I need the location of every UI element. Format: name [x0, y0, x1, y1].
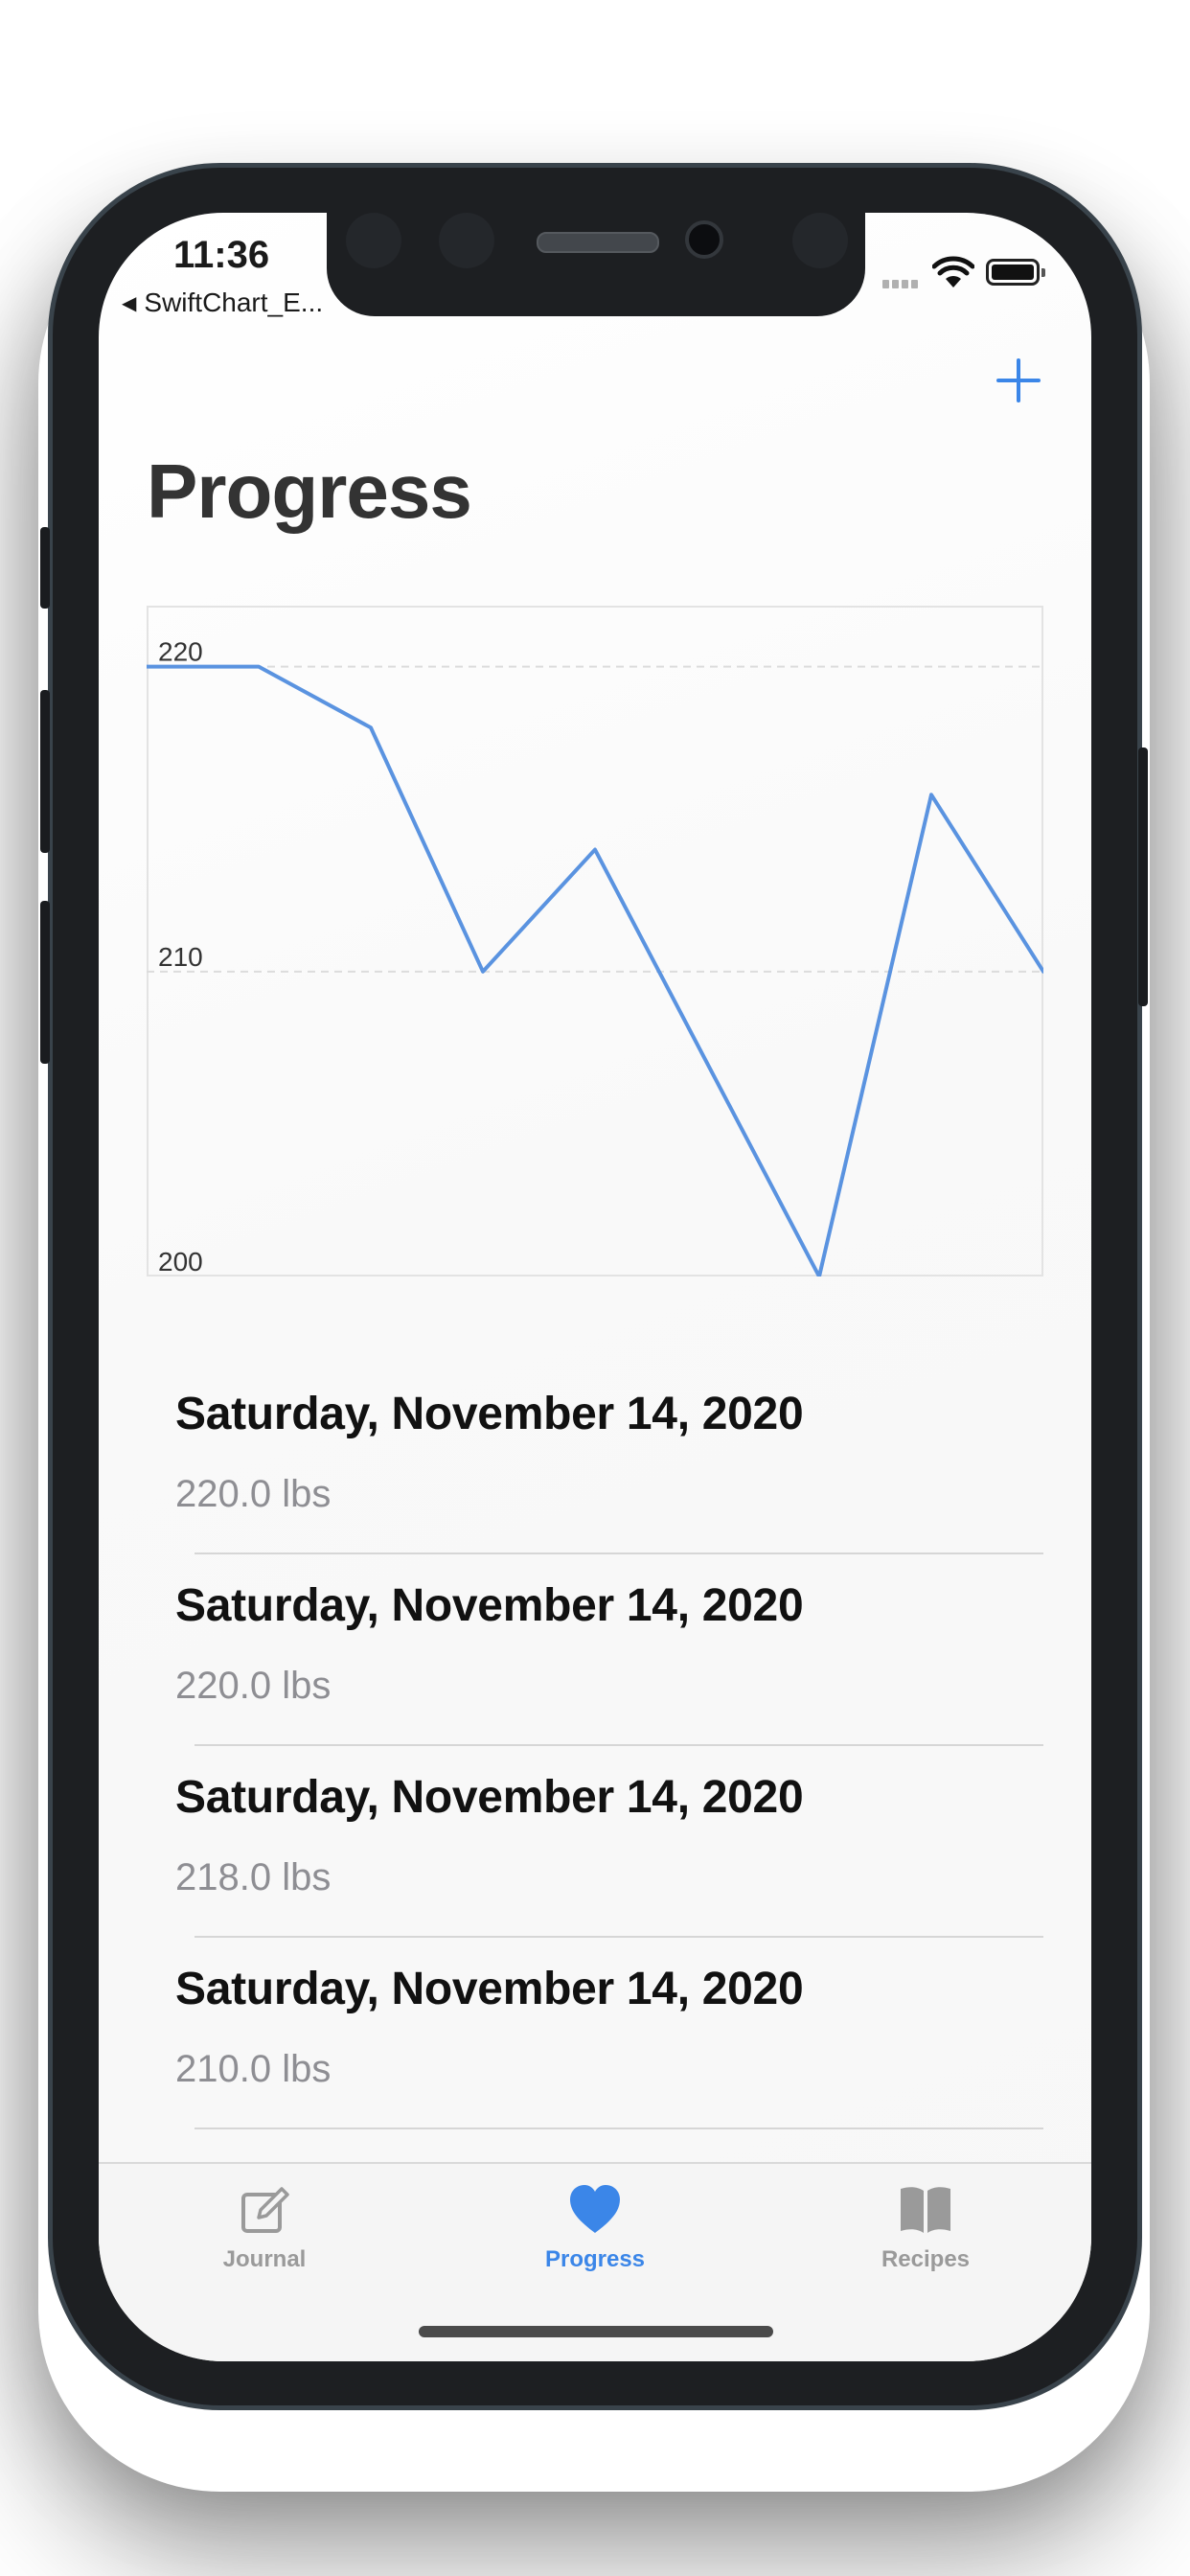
list-item[interactable]: Saturday, November 14, 2020 220.0 lbs: [99, 1363, 1091, 1554]
row-divider: [195, 1552, 1043, 1554]
entry-weight: 210.0 lbs: [175, 2048, 332, 2090]
chart-border: [147, 606, 1043, 1276]
row-divider: [195, 2128, 1043, 2129]
back-to-app-link[interactable]: ◀ SwiftChart_E...: [122, 288, 323, 318]
y-tick-label: 200: [158, 1247, 203, 1276]
home-indicator[interactable]: [419, 2326, 773, 2337]
volume-up-button: [40, 690, 50, 853]
list-item[interactable]: Saturday, November 14, 2020 218.0 lbs: [99, 1746, 1091, 1938]
entry-date: Saturday, November 14, 2020: [175, 1389, 804, 1439]
tab-journal[interactable]: Journal: [169, 2181, 360, 2273]
power-button: [1138, 748, 1148, 1006]
volume-down-button: [40, 901, 50, 1064]
sensor-dot: [346, 213, 401, 268]
list-item[interactable]: Saturday, November 14, 2020 220.0 lbs: [99, 1554, 1091, 1746]
back-app-label: SwiftChart_E...: [144, 288, 324, 317]
book-icon: [901, 2187, 950, 2233]
compose-icon: [241, 2187, 289, 2233]
add-entry-button[interactable]: [995, 356, 1042, 404]
tab-label: Recipes: [881, 2246, 971, 2272]
weight-series-line: [147, 664, 1043, 1276]
heart-icon: [570, 2185, 620, 2233]
page-title: Progress: [147, 448, 472, 534]
entry-weight: 220.0 lbs: [175, 1473, 332, 1515]
entry-list: Saturday, November 14, 2020 220.0 lbs Sa…: [99, 1363, 1091, 2129]
cellular-signal-icon: [882, 276, 921, 293]
entry-date: Saturday, November 14, 2020: [175, 1580, 804, 1631]
notch: [327, 213, 865, 316]
sensor-dot: [792, 213, 848, 268]
y-tick-label: 210: [158, 942, 203, 972]
front-camera: [685, 220, 723, 259]
row-divider: [195, 1744, 1043, 1746]
entry-weight: 220.0 lbs: [175, 1665, 332, 1707]
screen: 11:36 ◀ SwiftChart_E... Progress 220 210 20…: [99, 213, 1091, 2361]
mute-switch: [40, 527, 50, 609]
weight-chart: 220 210 200: [147, 606, 1043, 1276]
tab-progress[interactable]: Progress: [499, 2181, 691, 2273]
entry-weight: 218.0 lbs: [175, 1856, 332, 1898]
battery-icon: [986, 259, 1045, 286]
wifi-icon: [932, 256, 974, 288]
sensor-dot: [439, 213, 494, 268]
row-divider: [195, 1936, 1043, 1938]
y-tick-label: 220: [158, 637, 203, 667]
tab-recipes[interactable]: Recipes: [830, 2181, 1021, 2273]
list-item[interactable]: Saturday, November 14, 2020 210.0 lbs: [99, 1938, 1091, 2129]
back-arrow-icon: ◀: [122, 293, 137, 314]
tab-label: Journal: [222, 2246, 307, 2272]
speaker-grille: [537, 232, 659, 253]
entry-date: Saturday, November 14, 2020: [175, 1964, 804, 2014]
weight-line-chart: 220 210 200: [147, 606, 1043, 1276]
entry-date: Saturday, November 14, 2020: [175, 1772, 804, 1823]
status-time: 11:36: [173, 234, 270, 276]
tab-label: Progress: [544, 2246, 646, 2272]
